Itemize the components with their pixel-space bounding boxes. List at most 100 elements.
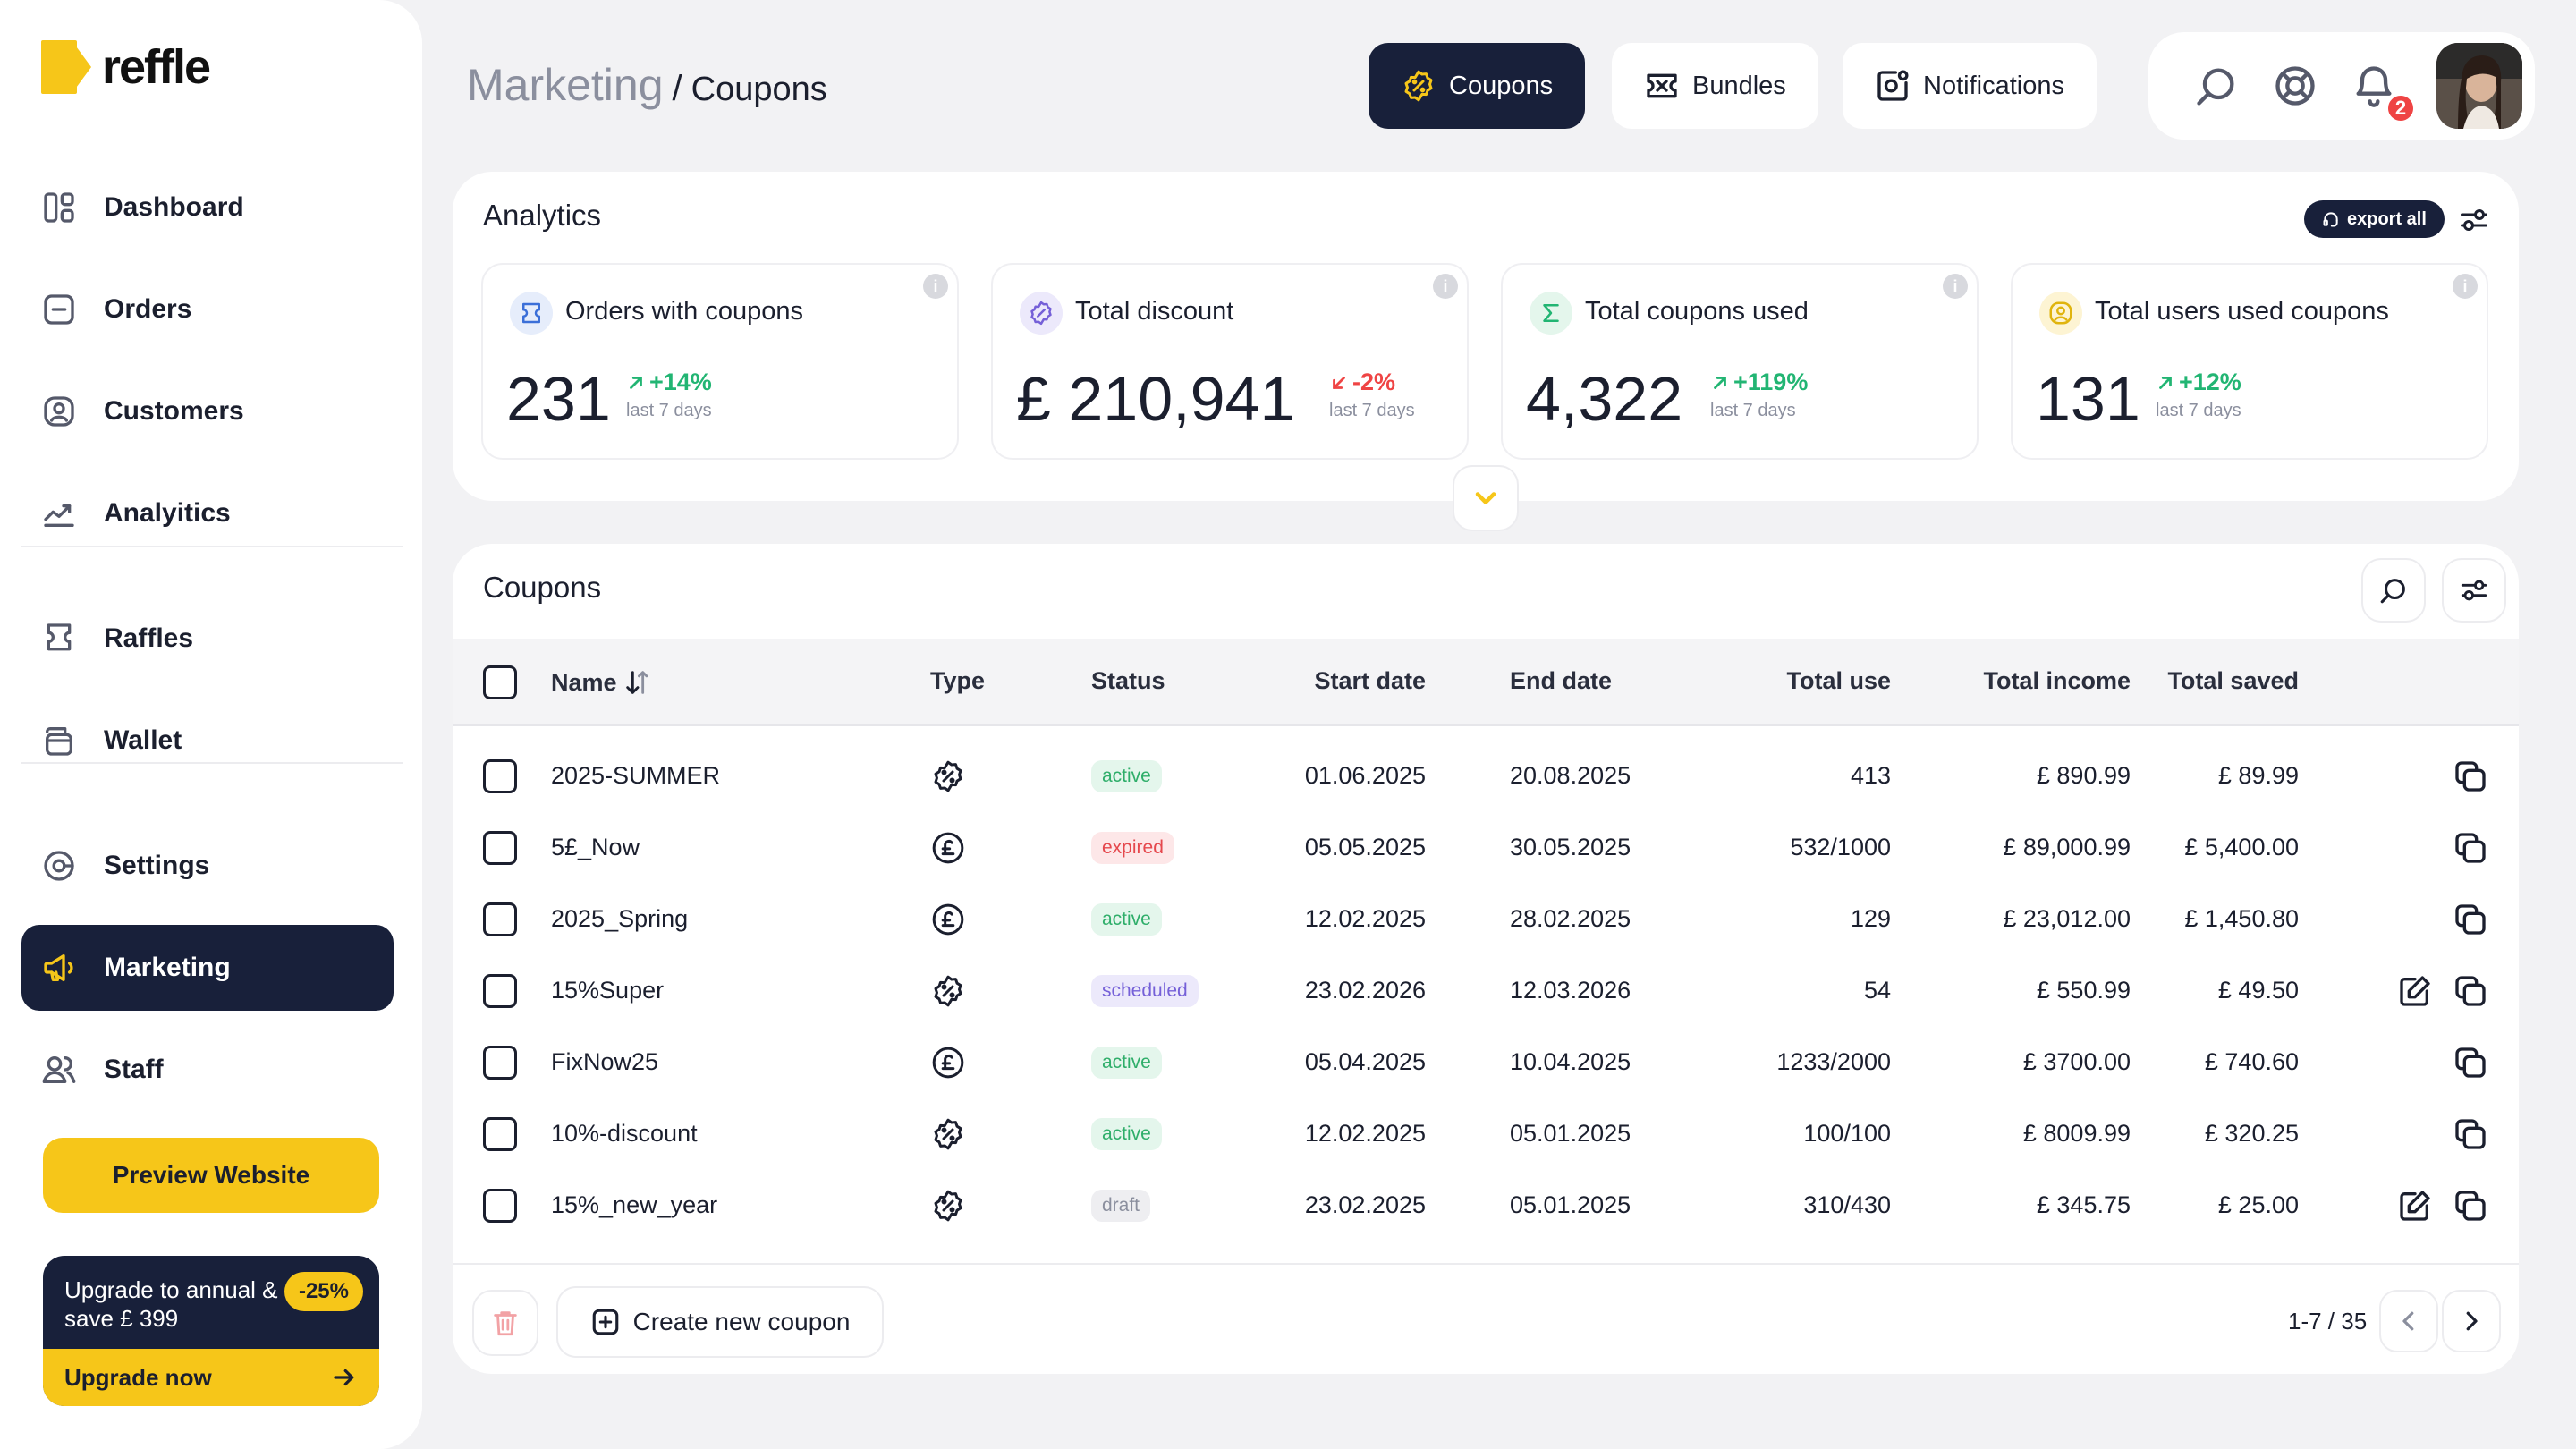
coupon-name[interactable]: 2025-SUMMER (551, 762, 721, 789)
sidebar-item-marketing[interactable]: Marketing (21, 925, 394, 1011)
stat-icon-wrap (2039, 292, 2082, 335)
row-checkbox[interactable] (483, 902, 517, 936)
row-checkbox[interactable] (483, 1117, 517, 1151)
table-row[interactable]: 2025-SUMMER active 01.06.2025 20.08.2025… (453, 741, 2519, 812)
duplicate-button[interactable] (2453, 1045, 2488, 1080)
upgrade-now-button[interactable]: Upgrade now (43, 1349, 379, 1406)
prev-page-button[interactable] (2379, 1290, 2438, 1352)
column-total-income[interactable]: Total income (1983, 667, 2131, 694)
total-use: 532/1000 (1790, 834, 1891, 860)
sidebar: reffle Dashboard Orders Customers Analyitic… (0, 0, 422, 1449)
duplicate-button[interactable] (2453, 1188, 2488, 1224)
coupon-name[interactable]: 2025_Spring (551, 905, 689, 932)
megaphone-icon (44, 954, 73, 981)
total-income: £ 23,012.00 (2003, 905, 2131, 932)
column-total-saved[interactable]: Total saved (2167, 667, 2299, 694)
stat-card: Total users used coupons i 131 +12% last… (2011, 263, 2488, 460)
table-row[interactable]: FixNow25 active 05.04.2025 10.04.2025 12… (453, 1027, 2519, 1098)
table-row[interactable]: 15%Super scheduled 23.02.2026 12.03.2026… (453, 955, 2519, 1027)
row-checkbox[interactable] (483, 974, 517, 1008)
search-coupons-button[interactable] (2361, 558, 2426, 623)
sidebar-item-label: Staff (104, 1055, 164, 1084)
start-date: 05.05.2025 (1304, 834, 1426, 860)
duplicate-button[interactable] (2453, 902, 2488, 937)
sidebar-item-customers[interactable]: Customers (21, 369, 394, 454)
headset-icon (2323, 212, 2338, 227)
duplicate-button[interactable] (2453, 1116, 2488, 1152)
table-row[interactable]: 5£_Now expired 05.05.2025 30.05.2025 532… (453, 812, 2519, 884)
search-icon[interactable] (2193, 63, 2240, 109)
create-coupon-button[interactable]: Create new coupon (556, 1286, 884, 1358)
coupon-name[interactable]: 10%-discount (551, 1120, 698, 1147)
expand-analytics-button[interactable] (1453, 465, 1519, 531)
table-row[interactable]: 15%_new_year draft 23.02.2025 05.01.2025… (453, 1170, 2519, 1241)
duplicate-button[interactable] (2453, 830, 2488, 866)
column-start-date[interactable]: Start date (1314, 667, 1426, 694)
table-row[interactable]: 2025_Spring active 12.02.2025 28.02.2025… (453, 884, 2519, 955)
status-badge: active (1091, 903, 1162, 936)
table-row[interactable]: 10%-discount active 12.02.2025 05.01.202… (453, 1098, 2519, 1170)
sort-icon (625, 671, 648, 694)
export-all-label: export all (2347, 208, 2427, 229)
row-checkbox[interactable] (483, 759, 517, 793)
column-name[interactable]: Name (551, 667, 653, 698)
column-total-use[interactable]: Total use (1786, 667, 1891, 694)
sidebar-item-label: Raffles (104, 623, 194, 653)
copy-icon (2455, 833, 2486, 863)
percent-badge-icon (934, 760, 962, 792)
info-icon[interactable]: i (2453, 274, 2478, 299)
wallet-icon (46, 727, 73, 756)
info-icon[interactable]: i (923, 274, 948, 299)
tab-coupons[interactable]: Coupons (1368, 43, 1586, 129)
export-all-button[interactable]: export all (2304, 200, 2445, 238)
sidebar-item-raffles[interactable]: Raffles (21, 596, 394, 682)
column-end-date[interactable]: End date (1510, 667, 1613, 694)
breadcrumb-root[interactable]: Marketing (467, 60, 664, 110)
row-checkbox[interactable] (483, 1189, 517, 1223)
start-date: 05.04.2025 (1304, 1048, 1426, 1075)
delete-button[interactable] (472, 1290, 538, 1356)
row-checkbox[interactable] (483, 1046, 517, 1080)
status-badge: expired (1091, 832, 1174, 864)
info-icon[interactable]: i (1943, 274, 1968, 299)
coupons-title: Coupons (483, 571, 602, 604)
column-name-label: Name (551, 668, 617, 696)
filter-icon[interactable] (2458, 204, 2490, 236)
next-page-button[interactable] (2442, 1290, 2501, 1352)
logo-text: reffle (102, 40, 211, 94)
total-use: 413 (1850, 762, 1891, 789)
sidebar-item-staff[interactable]: Staff (21, 1027, 394, 1113)
info-icon[interactable]: i (1433, 274, 1458, 299)
start-date: 23.02.2026 (1304, 977, 1426, 1004)
select-all-checkbox[interactable] (483, 665, 517, 699)
coupon-name[interactable]: FixNow25 (551, 1048, 659, 1075)
create-coupon-label: Create new coupon (632, 1308, 851, 1335)
edit-button[interactable] (2397, 973, 2433, 1009)
breadcrumb-separator: / (672, 69, 682, 108)
logo[interactable]: reffle (41, 39, 211, 95)
column-status[interactable]: Status (1091, 667, 1165, 694)
avatar[interactable] (2436, 43, 2522, 129)
bell-icon[interactable] (2351, 63, 2397, 109)
tab-notifications[interactable]: Notifications (1843, 43, 2097, 129)
sidebar-item-dashboard[interactable]: Dashboard (21, 165, 394, 250)
sidebar-item-settings[interactable]: Settings (21, 823, 394, 909)
column-type[interactable]: Type (930, 667, 986, 694)
duplicate-button[interactable] (2453, 973, 2488, 1009)
sidebar-item-wallet[interactable]: Wallet (21, 698, 394, 784)
coupon-name[interactable]: 15%_new_year (551, 1191, 718, 1218)
preview-website-button[interactable]: Preview Website (43, 1138, 379, 1213)
filter-coupons-button[interactable] (2442, 558, 2506, 623)
sidebar-item-orders[interactable]: Orders (21, 267, 394, 352)
sidebar-item-analyitics[interactable]: Analyitics (21, 470, 394, 556)
edit-button[interactable] (2397, 1188, 2433, 1224)
coupon-name[interactable]: 5£_Now (551, 834, 640, 860)
help-lifebuoy-icon[interactable] (2272, 63, 2318, 109)
end-date: 10.04.2025 (1510, 1048, 1631, 1075)
end-date: 28.02.2025 (1510, 905, 1631, 932)
coupon-name[interactable]: 15%Super (551, 977, 665, 1004)
duplicate-button[interactable] (2453, 758, 2488, 794)
stat-value: £ 210,941 (1016, 364, 1295, 434)
tab-bundles[interactable]: Bundles (1612, 43, 1818, 129)
row-checkbox[interactable] (483, 831, 517, 865)
